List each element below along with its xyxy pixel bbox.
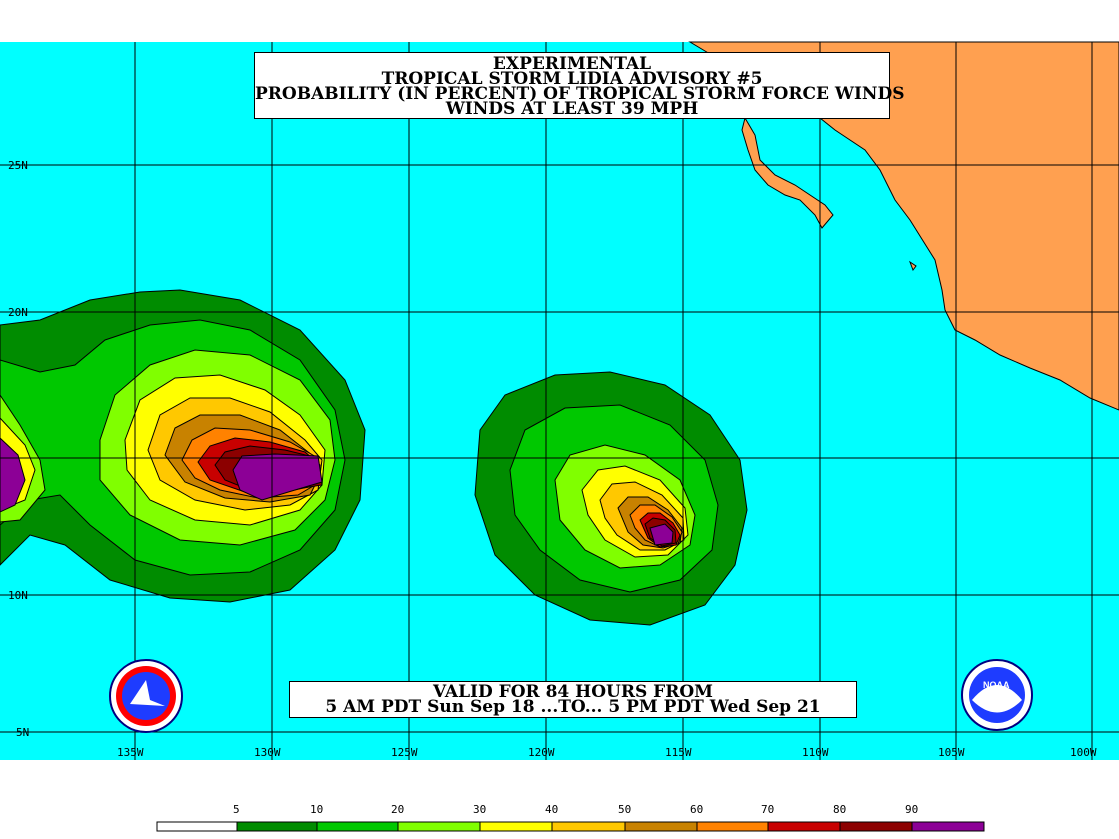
legend-tick-label: 20 — [391, 803, 404, 816]
legend-swatch — [624, 821, 698, 832]
lat-label-20n: 20N — [8, 306, 28, 319]
legend-tick-label: 40 — [545, 803, 558, 816]
island — [908, 260, 917, 272]
valid-line-1: VALID FOR 84 HOURS FROM — [433, 682, 713, 702]
storm-east-contours — [474, 371, 748, 626]
legend-swatch — [911, 821, 985, 832]
lon-label-105w: 105W — [938, 746, 965, 759]
lon-label-135w: 135W — [117, 746, 144, 759]
storm-west-contours — [0, 289, 366, 603]
legend: 5 10 20 30 40 50 60 70 80 90 — [156, 803, 985, 832]
valid-period-box: VALID FOR 84 HOURS FROM 5 AM PDT Sun Sep… — [289, 681, 857, 718]
title-line-2: TROPICAL STORM LIDIA ADVISORY #5 — [381, 69, 763, 89]
lat-label-5n: 5N — [16, 726, 29, 739]
lat-label-25n: 25N — [8, 159, 28, 172]
nws-logo-icon — [109, 659, 183, 733]
lon-label-125w: 125W — [391, 746, 418, 759]
title-box: EXPERIMENTAL TROPICAL STORM LIDIA ADVISO… — [254, 52, 905, 119]
lon-label-110w: 110W — [802, 746, 829, 759]
legend-tick-label: 10 — [310, 803, 323, 816]
title-line-4: WINDS AT LEAST 39 MPH — [445, 99, 699, 119]
legend-swatch — [767, 821, 841, 832]
title-line-1: EXPERIMENTAL — [492, 54, 652, 74]
legend-tick-label: 30 — [473, 803, 486, 816]
legend-swatch — [156, 821, 238, 832]
land-baja — [741, 116, 834, 229]
legend-swatch — [551, 821, 626, 832]
legend-swatch — [839, 821, 913, 832]
legend-tick-label: 90 — [905, 803, 918, 816]
legend-tick-label: 50 — [618, 803, 631, 816]
lat-label-10n: 10N — [8, 589, 28, 602]
noaa-logo-text: NOAA — [983, 680, 1010, 690]
lon-label-100w: 100W — [1070, 746, 1097, 759]
legend-swatch — [236, 821, 318, 832]
legend-tick-label: 60 — [690, 803, 703, 816]
legend-tick-label: 70 — [761, 803, 774, 816]
title-line-3: PROBABILITY (IN PERCENT) OF TROPICAL STO… — [255, 84, 905, 104]
valid-line-2: 5 AM PDT Sun Sep 18 ...TO... 5 PM PDT We… — [325, 697, 821, 717]
lon-label-115w: 115W — [665, 746, 692, 759]
legend-swatch — [316, 821, 399, 832]
legend-swatch — [479, 821, 553, 832]
lat-lon-grid — [0, 42, 1119, 760]
legend-tick-label: 5 — [233, 803, 240, 816]
legend-swatch — [397, 821, 481, 832]
lon-label-120w: 120W — [528, 746, 555, 759]
lon-label-130w: 130W — [254, 746, 281, 759]
noaa-logo-icon: NOAA — [961, 659, 1033, 731]
legend-swatch — [696, 821, 769, 832]
legend-tick-label: 80 — [833, 803, 846, 816]
